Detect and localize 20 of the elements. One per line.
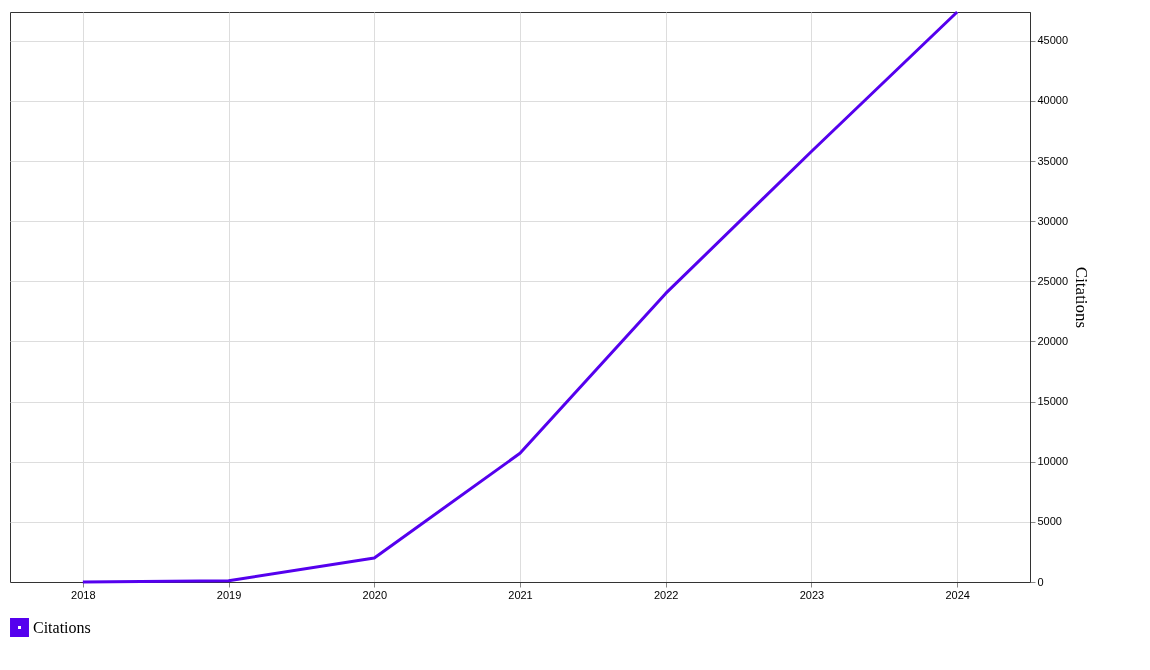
y-tick-label: 0	[1037, 575, 1044, 588]
y-tick-label: 15000	[1037, 395, 1069, 408]
y-axis-title: Citations	[1072, 266, 1092, 329]
legend-label: Citations	[33, 618, 91, 636]
y-tick-label: 35000	[1037, 154, 1069, 167]
y-tick-label: 45000	[1037, 34, 1069, 47]
y-tick-label: 30000	[1037, 214, 1069, 227]
y-tick-label: 5000	[1037, 515, 1062, 528]
x-tick-label: 2022	[653, 588, 679, 601]
x-tick-label: 2020	[362, 588, 388, 601]
x-tick-label: 2023	[799, 588, 825, 601]
x-tick-label: 2019	[216, 588, 242, 601]
x-tick-label: 2024	[945, 588, 970, 601]
x-tick-label: 2021	[508, 588, 533, 601]
y-tick-label: 10000	[1037, 455, 1069, 468]
y-tick-label: 20000	[1037, 334, 1069, 347]
x-tick-label: 2018	[71, 588, 96, 601]
y-tick-label: 40000	[1037, 94, 1069, 107]
line-series	[81, 10, 959, 584]
y-tick-label: 25000	[1037, 274, 1069, 287]
